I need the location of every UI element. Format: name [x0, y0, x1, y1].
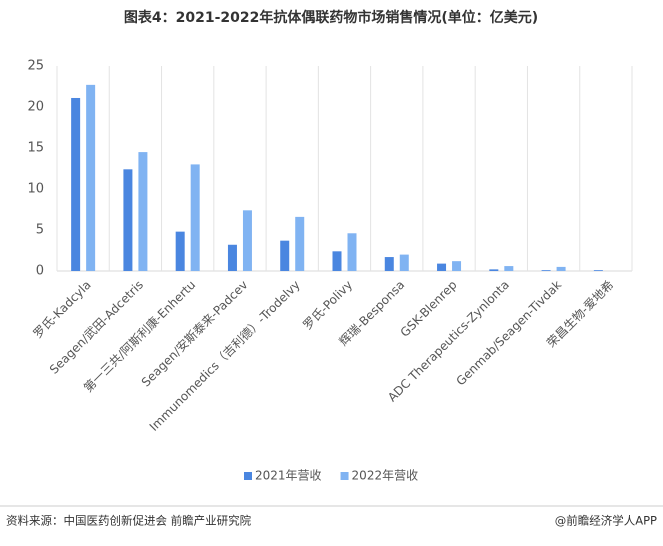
bar: [384, 257, 394, 271]
x-tick-label: 罗氏-Polivy: [300, 278, 355, 333]
bar: [489, 269, 499, 271]
source: 资料来源：中国医药创新促进会 前瞻产业研究院: [6, 514, 252, 528]
legend-label: 2022年营收: [352, 469, 419, 483]
bar: [452, 261, 462, 271]
bar: [593, 270, 603, 271]
bar: [347, 233, 357, 271]
bar: [541, 270, 551, 271]
chart-title: 图表4：2021-2022年抗体偶联药物市场销售情况(单位：亿美元): [124, 9, 538, 26]
x-tick-label: Genmab/Seagen-Tivdak: [454, 278, 565, 389]
bar: [175, 231, 185, 271]
y-tick-label: 15: [27, 141, 44, 156]
x-tick-label: Seagen/武田-Adcetris: [47, 278, 146, 377]
bar: [242, 210, 252, 271]
y-tick-label: 20: [27, 100, 44, 115]
y-tick-label: 10: [27, 182, 44, 197]
bar: [280, 240, 290, 271]
bar: [86, 84, 96, 271]
bar: [227, 244, 237, 271]
bar: [71, 97, 81, 271]
legend-swatch: [244, 472, 252, 480]
legend-label: 2021年营收: [255, 469, 322, 483]
x-tick-label: Seagen/安斯泰来-Padcev: [138, 277, 250, 389]
bar: [295, 216, 305, 271]
bar: [399, 254, 409, 271]
bar: [437, 263, 447, 271]
bar: [138, 152, 148, 271]
legend-swatch: [340, 472, 349, 480]
bar: [556, 266, 566, 271]
bar: [504, 266, 514, 271]
bar: [332, 251, 342, 271]
bar: [190, 164, 200, 271]
y-tick-label: 0: [36, 264, 44, 279]
y-tick-label: 25: [27, 59, 44, 74]
credit: @前瞻经济学人APP: [555, 514, 657, 528]
bar: [123, 169, 133, 271]
y-tick-label: 5: [36, 223, 44, 238]
x-tick-label: 第一三共/阿斯利康-Enhertu: [80, 277, 198, 395]
